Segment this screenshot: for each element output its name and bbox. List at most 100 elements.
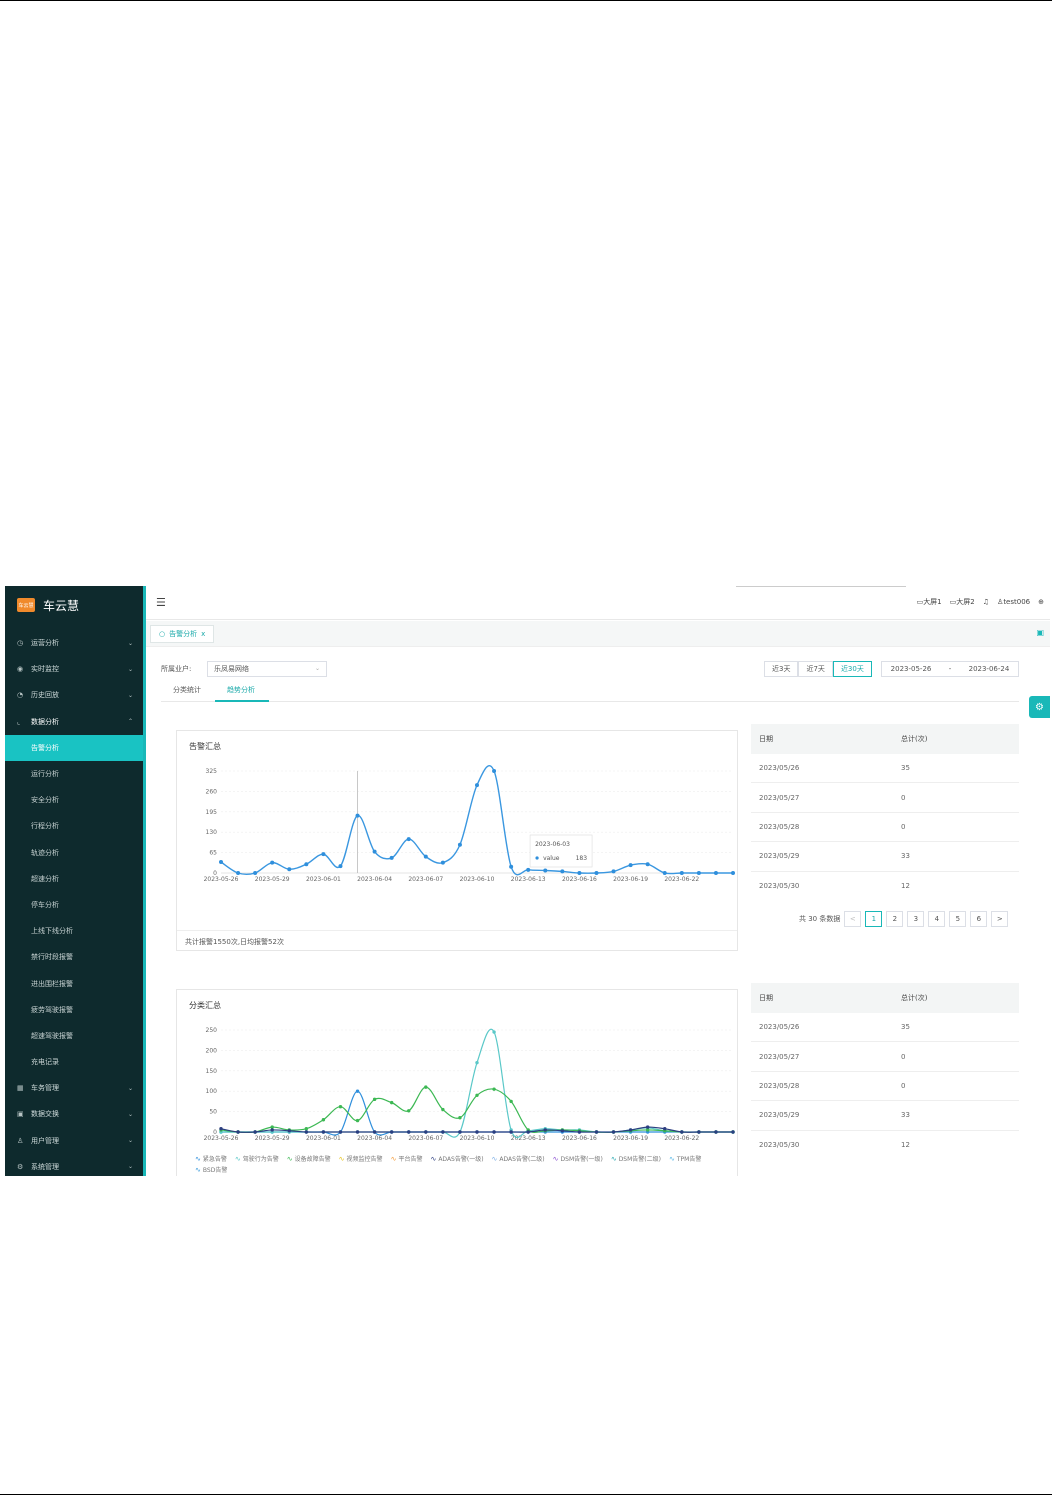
- chart-tooltip: 2023-06-03 value 183: [529, 834, 593, 868]
- data-point: [338, 864, 343, 869]
- sidebar-sub-charging-record[interactable]: 充电记录: [31, 1058, 59, 1067]
- sidebar-sub-track-analysis[interactable]: 轨迹分析: [31, 848, 59, 857]
- chevron-down-icon: ⌄: [127, 1163, 133, 1171]
- legend-item[interactable]: ∿ BSD告警: [195, 1165, 227, 1174]
- data-point: [680, 1130, 684, 1134]
- tab-category-stats[interactable]: 分类统计: [173, 686, 201, 694]
- legend-item[interactable]: ∿ 紧急告警: [195, 1154, 227, 1163]
- data-point: [287, 867, 292, 872]
- big-screen-1-link[interactable]: ▭大屏1: [917, 597, 942, 607]
- data-point: [475, 1130, 479, 1134]
- settings-float-button[interactable]: ⚙: [1029, 696, 1050, 718]
- data-point: [407, 1109, 411, 1113]
- user-menu[interactable]: ♙test006: [997, 598, 1030, 606]
- sidebar-sub-overspeed-alarm[interactable]: 超速驾驶报警: [31, 1031, 73, 1040]
- legend-item[interactable]: ∿ ADAS告警(一级): [430, 1154, 483, 1163]
- legend-item[interactable]: ∿ 平台告警: [391, 1154, 423, 1163]
- legend-item[interactable]: ∿ 驾驶行为告警: [235, 1154, 279, 1163]
- chevron-down-icon: ⌄: [127, 665, 133, 673]
- data-point: [406, 837, 411, 842]
- tab-alarm-analysis[interactable]: ○ 告警分析 x: [150, 625, 215, 643]
- sidebar-sub-trip-analysis[interactable]: 行程分析: [31, 822, 59, 831]
- owner-select-value: 乐凤易网络: [214, 665, 249, 673]
- data-point: [441, 1130, 445, 1134]
- tab-label: 告警分析: [169, 630, 198, 638]
- legend-item[interactable]: ∿ 设备故障告警: [287, 1154, 331, 1163]
- sidebar-sub-restricted-alarm[interactable]: 禁行时段报警: [31, 953, 73, 962]
- chevron-up-icon: ⌃: [127, 718, 133, 726]
- sidebar-item-users[interactable]: ♙ 用户管理 ⌄: [5, 1128, 143, 1154]
- sidebar-sub-fence-alarm[interactable]: 进出围栏报警: [31, 979, 73, 988]
- sidebar-item-history[interactable]: ◔ 历史回放 ⌄: [5, 682, 143, 708]
- sidebar-item-label: 历史回放: [31, 691, 59, 700]
- pagination-page[interactable]: 5: [949, 911, 967, 927]
- sidebar-item-system[interactable]: ⚙ 系统管理 ⌄: [5, 1154, 143, 1176]
- tab-close-icon[interactable]: x: [201, 630, 206, 638]
- sidebar-sub-online-analysis[interactable]: 上线下线分析: [31, 927, 73, 936]
- legend-swatch-icon: ∿: [390, 1155, 397, 1163]
- tooltip-value: 183: [576, 855, 588, 862]
- data-point: [253, 871, 258, 875]
- legend-item[interactable]: ∿ 视频监控告警: [339, 1154, 383, 1163]
- series-line: [221, 1090, 733, 1136]
- pagination-page[interactable]: 1: [865, 911, 883, 927]
- cell-total: 35: [901, 764, 910, 773]
- lock-icon[interactable]: ▣: [1036, 628, 1044, 637]
- data-point: [424, 1130, 428, 1134]
- pagination-total: 共 30 条数据: [799, 915, 841, 923]
- data-point: [475, 783, 479, 788]
- data-point: [662, 871, 667, 875]
- sidebar-sub-running-analysis[interactable]: 运行分析: [31, 770, 59, 779]
- sidebar-sub-parking-analysis[interactable]: 停车分析: [31, 900, 59, 909]
- tab-trend-analysis[interactable]: 趋势分析: [215, 682, 269, 702]
- data-point: [355, 813, 360, 818]
- sidebar-sub-speed-analysis[interactable]: 超速分析: [31, 874, 59, 883]
- sidebar-item-label: 数据交换: [31, 1110, 59, 1119]
- pagination-prev[interactable]: <: [844, 911, 862, 927]
- cell-total: 35: [901, 1023, 910, 1032]
- pagination-page[interactable]: 4: [928, 911, 946, 927]
- alarm-summary-card: 告警汇总 0 65 130 195 260 325 2023-05-26 2023-05-29…: [176, 730, 738, 951]
- table-row: 2023/05/29 33: [751, 842, 1019, 872]
- category-chart-legend: ∿ 紧急告警 ∿ 驾驶行为告警 ∿ 设备故障告警 ∿ 视频监控告警 ∿ 平台告警 ∿ ADAS告警(一…: [195, 1154, 735, 1174]
- sidebar-item-data-analysis[interactable]: ⌞ 数据分析 ⌃: [5, 709, 143, 735]
- range-30-days-button[interactable]: 近30天: [832, 661, 872, 677]
- big-screen-2-link[interactable]: ▭大屏2: [950, 597, 975, 607]
- legend-item[interactable]: ∿ DSM告警(一级): [553, 1154, 603, 1163]
- alarm-summary-chart[interactable]: 0 65 130 195 260 325 2023-05-26 2023-05-29 2023-…: [177, 731, 737, 931]
- eye-icon: ◉: [17, 665, 24, 674]
- sidebar-item-exchange[interactable]: ▣ 数据交换 ⌄: [5, 1101, 143, 1127]
- legend-item[interactable]: ∿ TPM告警: [669, 1154, 701, 1163]
- legend-label: 视频监控告警: [346, 1156, 383, 1163]
- date-range-picker[interactable]: 2023-05-26 - 2023-06-24: [881, 661, 1019, 677]
- column-header-date: 日期: [759, 735, 773, 743]
- legend-item[interactable]: ∿ ADAS告警(二级): [492, 1154, 545, 1163]
- table-row: 2023/05/29 33: [751, 1101, 1019, 1131]
- sidebar-sub-safety-analysis[interactable]: 安全分析: [31, 796, 59, 805]
- logo-icon: 车云慧: [17, 598, 35, 612]
- sidebar-item-realtime[interactable]: ◉ 实时监控 ⌄: [5, 656, 143, 682]
- sidebar-item-vehicle[interactable]: ▦ 车务管理 ⌄: [5, 1075, 143, 1101]
- bell-icon[interactable]: ♫: [982, 598, 990, 606]
- x-tick-label: 2023-06-16: [562, 1135, 597, 1142]
- y-tick-label: 65: [209, 850, 217, 857]
- y-tick-label: 150: [206, 1068, 218, 1075]
- sidebar-sub-alarm-analysis[interactable]: 告警分析: [5, 734, 143, 761]
- pagination-page[interactable]: 6: [970, 911, 988, 927]
- range-7-days-button[interactable]: 近7天: [798, 661, 833, 677]
- category-summary-chart[interactable]: 0 50 100 150 200 250 2023-05-26 2023-05-29 2023-…: [177, 990, 737, 1150]
- legend-item[interactable]: ∿ DSM告警(二级): [611, 1154, 661, 1163]
- globe-icon[interactable]: ⊕: [1038, 598, 1044, 606]
- pagination-page[interactable]: 2: [886, 911, 904, 927]
- pagination-next[interactable]: >: [991, 911, 1009, 927]
- menu-fold-icon[interactable]: ☰: [156, 596, 166, 609]
- chart-icon: ⌞: [17, 717, 21, 726]
- sidebar-item-operations[interactable]: ◷ 运营分析 ⌄: [5, 630, 143, 656]
- legend-label: BSD告警: [202, 1167, 228, 1174]
- cell-total: 33: [901, 852, 910, 861]
- owner-select[interactable]: 乐凤易网络 ⌄: [207, 661, 327, 677]
- range-3-days-button[interactable]: 近3天: [764, 661, 799, 677]
- data-point: [731, 871, 735, 875]
- pagination-page[interactable]: 3: [907, 911, 925, 927]
- sidebar-sub-fatigue-alarm[interactable]: 疲劳驾驶报警: [31, 1005, 73, 1014]
